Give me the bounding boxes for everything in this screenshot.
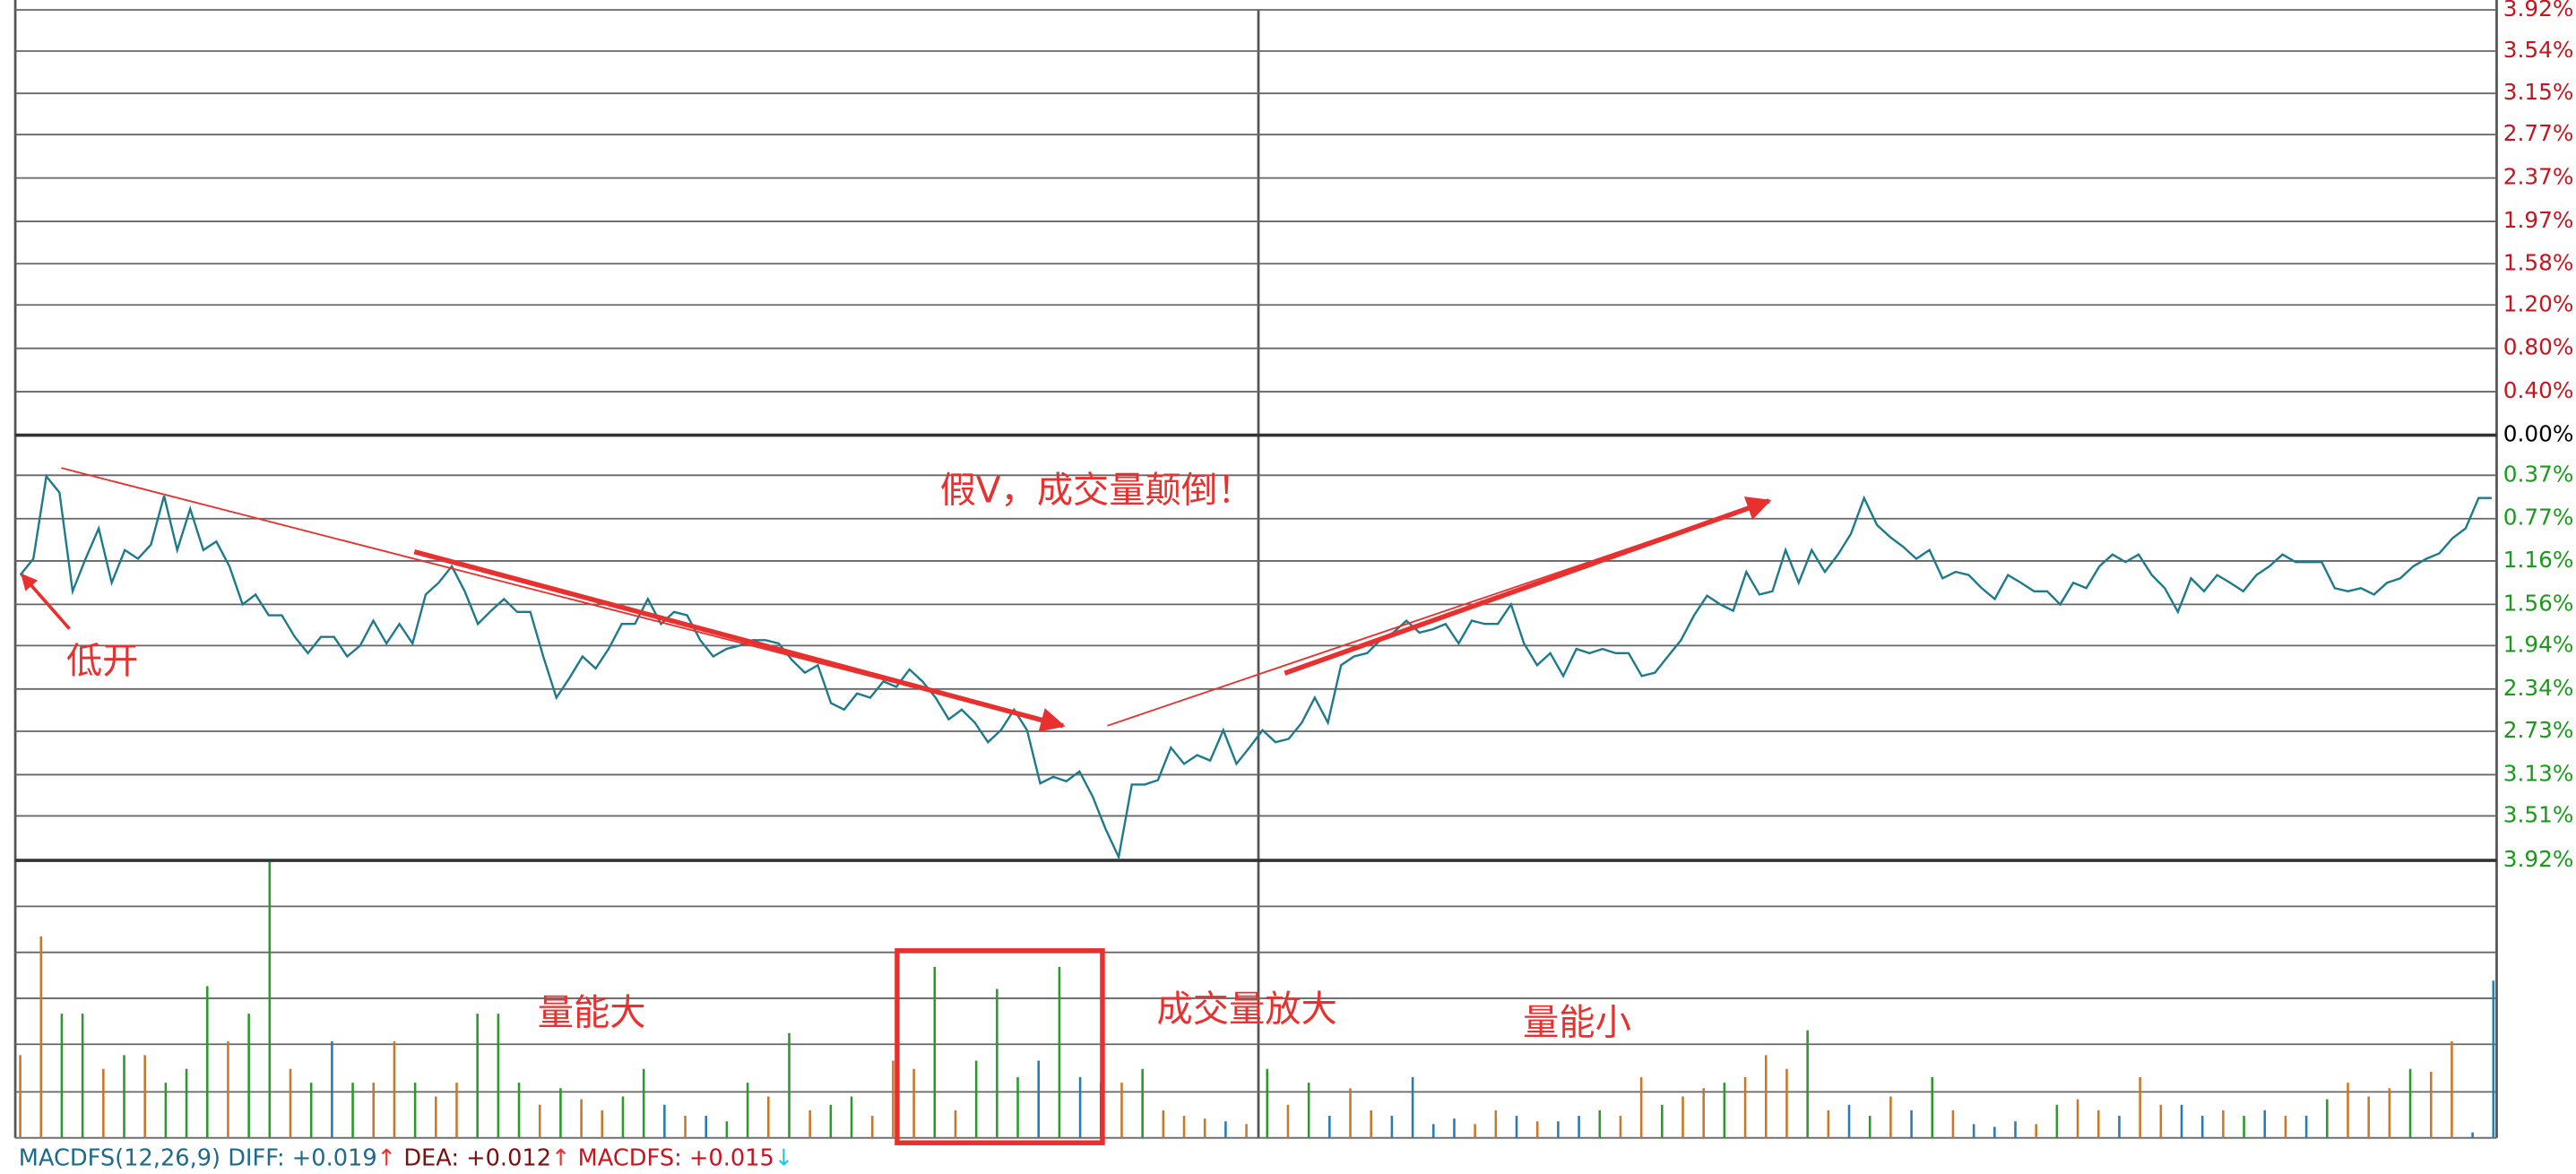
- y-tick-label: 0.37%: [2503, 461, 2574, 487]
- frame: [13, 0, 2498, 1139]
- y-tick-label: 1.56%: [2503, 590, 2574, 616]
- indicator-line: MACDFS(12,26,9) DIFF: +0.019↑ DEA: +0.01…: [19, 1145, 794, 1172]
- y-tick-label: 0.00%: [2503, 421, 2574, 447]
- y-tick-label: 2.77%: [2503, 120, 2574, 146]
- y-tick-label: 2.37%: [2503, 164, 2574, 190]
- annotations: 低开 假V，成交量颠倒！ 量能大 成交量放大 量能小: [21, 467, 1772, 1145]
- indicator-part: DIFF: +0.019: [220, 1145, 377, 1172]
- y-tick-label: 1.16%: [2503, 547, 2574, 573]
- y-tick-label: 2.73%: [2503, 717, 2574, 743]
- y-tick-label: 3.92%: [2503, 846, 2574, 872]
- y-tick-label: 0.40%: [2503, 377, 2574, 403]
- open-arrow: [21, 573, 71, 630]
- y-tick-label: 3.13%: [2503, 760, 2574, 786]
- y-tick-label: 0.80%: [2503, 334, 2574, 360]
- y-tick-label: 1.97%: [2503, 207, 2574, 233]
- indicator-part: ↑: [377, 1145, 396, 1172]
- y-tick-label: 3.92%: [2503, 0, 2574, 22]
- indicator-part: ↑: [551, 1145, 570, 1172]
- y-tick-label: 1.58%: [2503, 249, 2574, 275]
- y-tick-label: 3.54%: [2503, 37, 2574, 63]
- indicator-part: DEA: +0.012: [396, 1145, 551, 1172]
- y-tick-label: 3.51%: [2503, 801, 2574, 827]
- annotation: 假V，成交量颠倒！: [940, 470, 1254, 512]
- trend-arrow: [413, 548, 1066, 732]
- y-tick-label: 3.15%: [2503, 79, 2574, 105]
- indicator-part: MACDFS(12,26,9): [19, 1145, 220, 1172]
- indicator-part: ↓: [774, 1145, 793, 1172]
- annotation: 成交量放大: [1156, 988, 1336, 1031]
- y-tick-label: 1.94%: [2503, 631, 2574, 657]
- y-tick-label: 0.77%: [2503, 505, 2574, 531]
- annotation: 低开: [66, 640, 139, 682]
- indicator-part: MACDFS: +0.015: [571, 1145, 774, 1172]
- annotation: 量能大: [538, 991, 646, 1033]
- trend-arrow: [1284, 496, 1772, 676]
- annotation: 量能小: [1523, 1001, 1631, 1043]
- highlight-box: [895, 948, 1105, 1145]
- y-tick-label: 2.34%: [2503, 675, 2574, 701]
- price-line: [19, 473, 2492, 861]
- y-tick-label: 1.20%: [2503, 290, 2574, 316]
